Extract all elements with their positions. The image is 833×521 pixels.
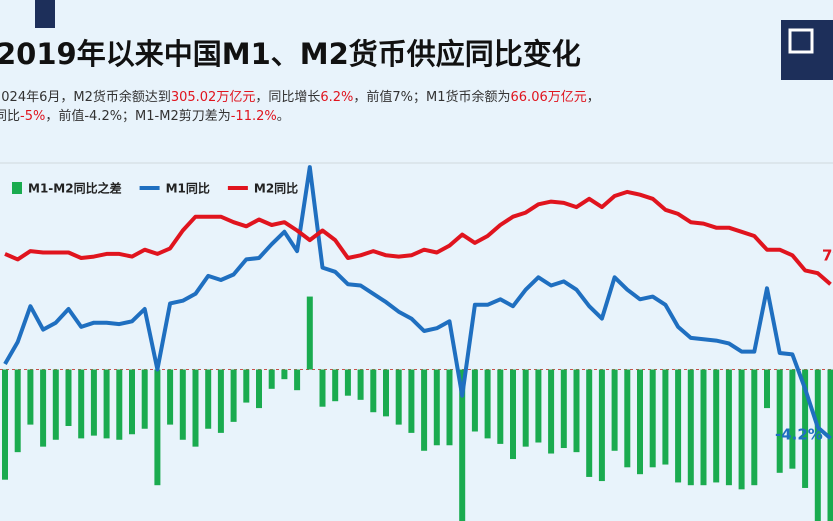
subtitle-segment: 2024年6月，M2货币余额达到	[0, 89, 171, 105]
line	[4, 189, 832, 286]
bar	[421, 369, 428, 451]
bar	[802, 369, 809, 488]
bar	[395, 369, 402, 425]
bar	[205, 369, 212, 429]
bar	[649, 369, 656, 468]
bar	[433, 369, 440, 446]
bar	[789, 369, 796, 469]
legend-label: M2同比	[254, 181, 298, 196]
subtitle-segment: 同比	[0, 109, 20, 124]
logo-mark	[788, 28, 814, 54]
bar	[243, 369, 250, 403]
bar	[154, 369, 161, 486]
corner-block	[35, 0, 55, 28]
bar	[764, 369, 770, 409]
bar	[103, 369, 110, 439]
bar	[256, 369, 262, 409]
subtitle-segment: 66.06万亿元	[511, 90, 587, 105]
legend-label: M1同比	[166, 181, 210, 196]
bar	[192, 369, 199, 447]
bar	[510, 369, 516, 460]
subtitle: 2024年6月，M2货币余额达到305.02万亿元，同比增长6.2%，前值7%；…	[0, 89, 600, 124]
bar	[167, 369, 174, 425]
bar	[78, 369, 85, 439]
bar	[27, 369, 34, 425]
bar	[713, 369, 720, 483]
bar	[675, 369, 682, 483]
bar	[446, 369, 453, 446]
bar	[497, 369, 504, 444]
subtitle-segment: 305.02万亿元	[171, 90, 256, 105]
bar	[332, 369, 339, 402]
subtitle-segment: -11.2%	[231, 109, 277, 124]
bar	[662, 369, 669, 465]
bar	[281, 369, 288, 380]
bar	[294, 369, 301, 391]
bar	[738, 369, 745, 490]
annotation: -4.2%	[775, 426, 823, 444]
bar	[408, 369, 415, 433]
bar	[687, 369, 694, 486]
bar	[319, 369, 326, 407]
bar	[637, 369, 643, 475]
line	[3, 165, 832, 440]
bar	[268, 369, 275, 389]
bar	[484, 369, 491, 439]
bar	[827, 369, 833, 521]
bar	[116, 369, 123, 440]
bar	[344, 369, 351, 396]
bar	[814, 369, 821, 521]
bar	[357, 369, 364, 400]
bar	[522, 369, 529, 447]
subtitle-segment: ，同比增长	[255, 90, 320, 105]
bar	[230, 369, 237, 422]
bar	[179, 369, 186, 440]
bar	[700, 369, 707, 486]
bar	[65, 369, 72, 426]
bar	[52, 369, 59, 440]
subtitle-segment: 6.2%	[320, 90, 353, 105]
subtitle-line: 同比-5%，前值-4.2%；M1-M2剪刀差为-11.2%。	[0, 108, 290, 124]
bar	[2, 369, 8, 480]
bar	[383, 369, 389, 417]
bar	[370, 369, 377, 413]
chart-title: 2019年以来中国M1、M2货币供应同比变化	[0, 37, 581, 71]
subtitle-segment: ，前值-4.2%；M1-M2剪刀差为	[45, 108, 230, 124]
bar	[306, 296, 313, 370]
bar	[40, 369, 47, 447]
subtitle-segment: 。	[277, 109, 290, 124]
bar	[573, 369, 580, 453]
bar	[560, 369, 567, 449]
subtitle-line: 2024年6月，M2货币余额达到305.02万亿元，同比增长6.2%，前值7%；…	[0, 89, 600, 105]
bar	[586, 369, 593, 477]
bar	[141, 369, 148, 429]
bar	[129, 369, 135, 435]
bar	[624, 369, 631, 468]
bar	[217, 369, 224, 433]
bar	[776, 369, 783, 473]
subtitle-segment: -5%	[20, 109, 45, 124]
bar	[611, 369, 618, 451]
bar	[548, 369, 555, 454]
bar	[14, 369, 21, 453]
bar	[725, 369, 732, 486]
bar	[459, 369, 466, 521]
legend-label: M1-M2同比之差	[28, 181, 122, 196]
bar	[90, 369, 97, 436]
bar	[751, 369, 758, 486]
legend: M1-M2同比之差 M1同比 M2同比	[12, 181, 298, 196]
bar	[471, 369, 478, 432]
bar	[598, 369, 605, 482]
plot-area	[0, 165, 833, 521]
annotation: 7%	[822, 247, 833, 265]
subtitle-segment: ，前值7%；M1货币余额为	[353, 89, 510, 105]
bar	[535, 369, 542, 443]
subtitle-segment: ，	[587, 90, 600, 105]
legend-swatch	[12, 182, 22, 194]
